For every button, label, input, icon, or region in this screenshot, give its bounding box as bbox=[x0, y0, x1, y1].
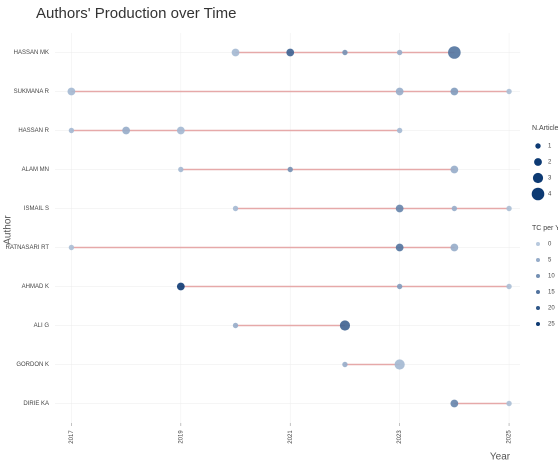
production-point bbox=[450, 87, 459, 96]
production-point bbox=[506, 205, 512, 212]
legend-label: 0 bbox=[548, 242, 552, 248]
production-point bbox=[396, 283, 403, 290]
production-point bbox=[68, 127, 75, 134]
legend-size-key bbox=[531, 187, 545, 201]
production-point bbox=[122, 126, 131, 135]
production-point bbox=[178, 166, 184, 173]
legend-label: 4 bbox=[548, 192, 552, 198]
y-tick-label: SUKMANA R bbox=[14, 89, 50, 95]
production-point bbox=[232, 322, 239, 329]
production-point bbox=[395, 87, 404, 96]
y-tick-label: ALI G bbox=[34, 323, 50, 329]
production-point bbox=[232, 205, 239, 212]
y-tick-label: ISMAIL S bbox=[24, 206, 49, 212]
production-point bbox=[342, 49, 348, 56]
production-point bbox=[339, 320, 351, 331]
production-point bbox=[506, 400, 512, 407]
production-point bbox=[231, 48, 240, 57]
production-point bbox=[287, 166, 293, 173]
legend-color-key bbox=[536, 258, 540, 262]
y-tick-label: RATNASARI RT bbox=[6, 245, 50, 251]
legend-label: 25 bbox=[548, 322, 555, 328]
legend-label: 10 bbox=[548, 274, 555, 280]
x-tick-label: 2021 bbox=[288, 430, 294, 444]
production-point bbox=[451, 205, 458, 212]
x-tick-label: 2023 bbox=[397, 430, 403, 444]
y-axis-title: Author bbox=[3, 215, 14, 245]
production-point bbox=[450, 399, 459, 408]
production-point bbox=[286, 48, 295, 57]
legend-color-key bbox=[536, 274, 540, 278]
legend-color-key bbox=[536, 306, 540, 310]
y-tick-label: HASSAN R bbox=[18, 128, 49, 134]
legend-color-key bbox=[536, 290, 540, 294]
production-point bbox=[395, 243, 404, 252]
y-tick-label: GORDON K bbox=[16, 362, 49, 368]
production-point bbox=[176, 282, 185, 291]
y-tick-label: ALAM MN bbox=[22, 167, 49, 173]
production-point bbox=[394, 359, 405, 370]
legend-title: N.Articles bbox=[532, 125, 558, 132]
legend-color-key bbox=[536, 322, 540, 326]
x-tick-label: 2025 bbox=[507, 430, 513, 444]
production-point bbox=[450, 165, 459, 174]
chart-title: Authors' Production over Time bbox=[36, 5, 236, 22]
legend-label: 20 bbox=[548, 306, 555, 312]
production-point bbox=[506, 88, 512, 95]
legend-label: 15 bbox=[548, 290, 555, 296]
legend-size-key bbox=[535, 143, 541, 149]
y-tick-label: AHMAD K bbox=[22, 284, 49, 290]
y-tick-label: DIRIE KA bbox=[23, 401, 49, 407]
production-point bbox=[342, 361, 348, 368]
production-point bbox=[506, 283, 512, 290]
legend-size-key bbox=[532, 172, 544, 184]
legend-label: 3 bbox=[548, 176, 552, 182]
x-tick-label: 2019 bbox=[178, 430, 184, 444]
legend-label: 2 bbox=[548, 160, 552, 166]
legend-size-key bbox=[534, 158, 542, 166]
production-point bbox=[450, 243, 459, 252]
x-axis-title: Year bbox=[490, 452, 511, 463]
production-point bbox=[67, 87, 76, 96]
production-point bbox=[395, 204, 404, 213]
production-point bbox=[396, 49, 403, 56]
production-point bbox=[396, 127, 403, 134]
legend-label: 5 bbox=[548, 258, 552, 264]
legend-title: TC per Year bbox=[532, 225, 558, 232]
production-point bbox=[176, 126, 185, 135]
production-point bbox=[448, 46, 461, 59]
legend-color-key bbox=[536, 242, 540, 246]
legend-label: 1 bbox=[548, 144, 552, 150]
y-tick-label: HASSAN MK bbox=[14, 50, 49, 56]
production-point bbox=[68, 244, 75, 251]
x-tick-label: 2017 bbox=[69, 430, 75, 444]
